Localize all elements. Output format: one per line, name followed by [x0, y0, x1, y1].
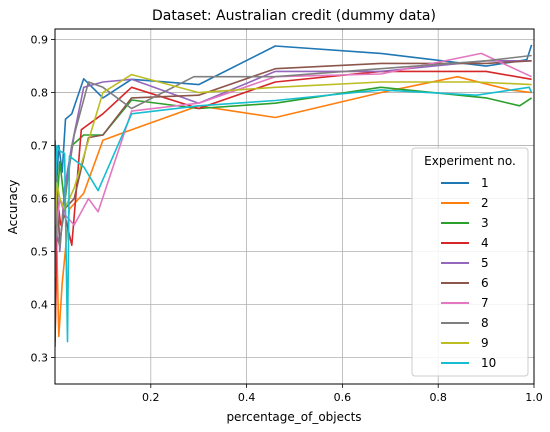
legend-entry: 3 — [481, 216, 489, 230]
series-line-9 — [55, 73, 532, 226]
legend-entry: 9 — [481, 336, 489, 350]
legend-entry: 1 — [481, 176, 489, 190]
plot-frame — [54, 28, 535, 385]
y-tick-label: 0.6 — [31, 193, 49, 206]
series-lines — [55, 44, 533, 347]
series-line-2 — [55, 75, 532, 342]
y-tick-label: 0.5 — [31, 246, 49, 259]
legend-entry: 5 — [481, 256, 489, 270]
series-line-5 — [55, 59, 532, 279]
legend-entry: 10 — [481, 356, 496, 370]
legend-box — [411, 147, 529, 377]
axis-ticks: 0.2 0.4 0.6 0.8 1.0 0.3 0.4 0.5 0.6 0.7 0.8 0.9 — [31, 34, 543, 404]
legend: Experiment no. 1 2 3 4 5 6 7 8 9 10 — [411, 147, 529, 377]
x-tick-label: 0.2 — [142, 391, 160, 404]
x-tick-label: 0.4 — [238, 391, 256, 404]
x-axis-label: percentage_of_objects — [226, 410, 361, 424]
y-tick-label: 0.9 — [31, 34, 49, 47]
y-tick-label: 0.3 — [31, 352, 49, 365]
legend-entry: 7 — [481, 296, 489, 310]
y-tick-label: 0.8 — [31, 87, 49, 100]
x-tick-label: 0.8 — [429, 391, 447, 404]
series-line-10 — [55, 86, 533, 343]
x-tick-label: 1.0 — [525, 391, 543, 404]
chart-title: Dataset: Australian credit (dummy data) — [152, 8, 436, 24]
grid — [55, 29, 535, 384]
y-tick-label: 0.4 — [31, 299, 49, 312]
series-line-8 — [55, 54, 532, 247]
x-tick-label: 0.6 — [334, 391, 352, 404]
y-axis-label: Accuracy — [6, 180, 20, 235]
legend-entry: 4 — [481, 236, 489, 250]
legend-title: Experiment no. — [424, 154, 516, 168]
y-tick-label: 0.7 — [31, 140, 49, 153]
series-line-1 — [55, 44, 533, 347]
legend-entry: 6 — [481, 276, 489, 290]
legend-entry: 2 — [481, 196, 489, 210]
legend-entry: 8 — [481, 316, 489, 330]
